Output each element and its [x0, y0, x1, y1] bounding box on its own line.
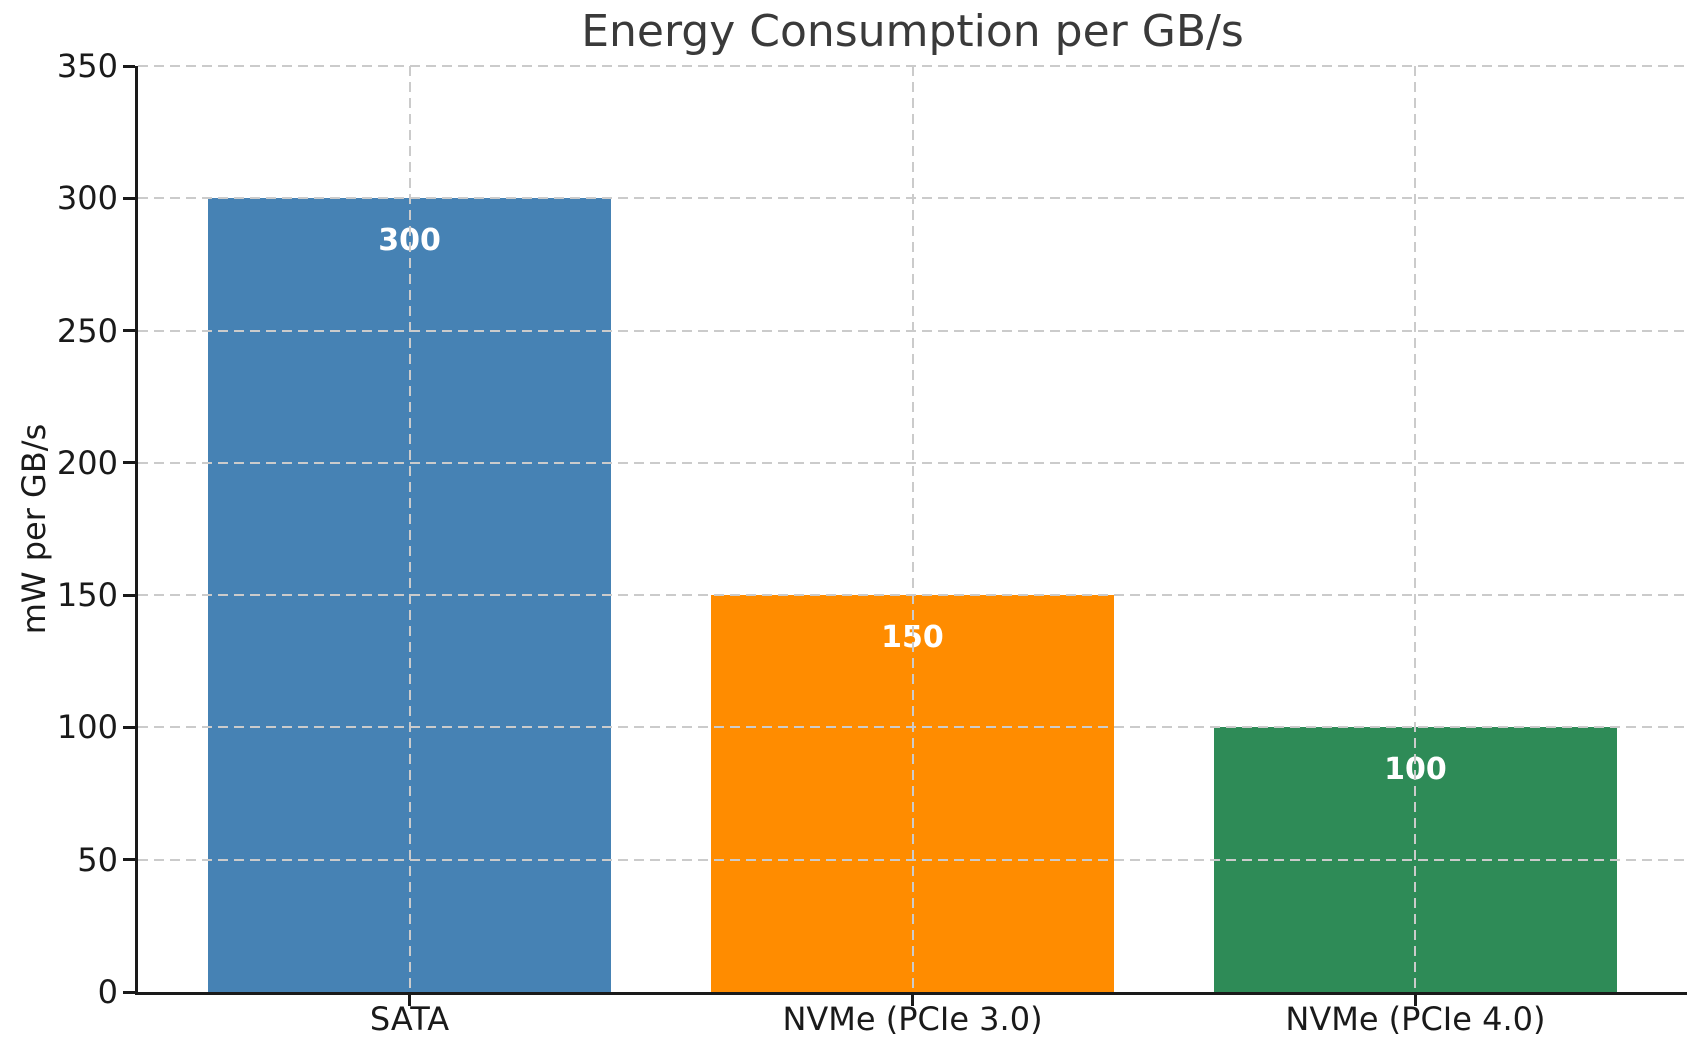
chart-title: Energy Consumption per GB/s: [581, 6, 1244, 57]
x-tickmark: [911, 995, 914, 1006]
x-gridline: [1414, 66, 1417, 992]
y-tickmark: [123, 196, 135, 200]
y-tickmark: [123, 725, 135, 729]
y-tick-label: 50: [77, 840, 118, 879]
plot-area: 300 150 100: [135, 65, 1687, 995]
y-tickmark: [123, 329, 135, 333]
x-tick-label: SATA: [369, 1000, 450, 1038]
y-tickmark: [123, 593, 135, 597]
y-tick-label: 300: [56, 179, 118, 218]
y-tick-label: 0: [97, 973, 118, 1011]
x-tickmark: [1413, 995, 1417, 1006]
y-tickmark: [123, 64, 135, 68]
x-tick-label: NVMe (PCIe 3.0): [782, 1000, 1043, 1038]
y-tick-label: 200: [56, 443, 118, 482]
y-tickmark: [123, 858, 135, 862]
y-tickmark: [123, 990, 135, 994]
y-axis-label: mW per GB/s: [15, 423, 53, 635]
y-tick-label: 250: [56, 311, 118, 350]
x-tick-label: NVMe (PCIe 4.0): [1285, 1000, 1546, 1038]
x-gridline: [911, 66, 914, 992]
x-tickmark: [408, 995, 412, 1006]
y-tickmark: [123, 461, 135, 465]
y-tick-label: 350: [56, 47, 118, 85]
y-tick-label: 150: [56, 576, 118, 615]
y-tick-label: 100: [56, 708, 118, 747]
x-gridline: [408, 66, 411, 992]
